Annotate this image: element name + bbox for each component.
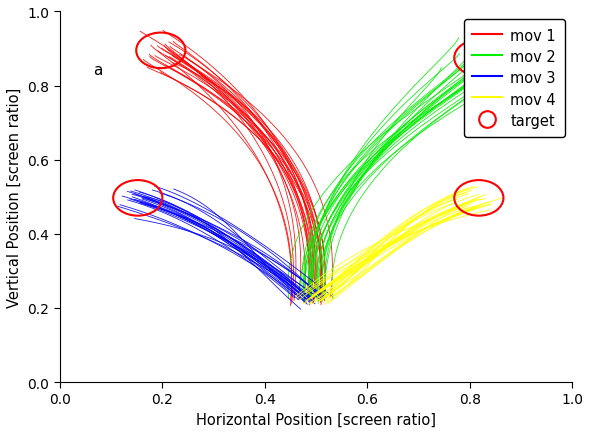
Text: a: a bbox=[93, 63, 103, 78]
Legend: mov 1, mov 2, mov 3, mov 4, target: mov 1, mov 2, mov 3, mov 4, target bbox=[464, 20, 565, 137]
X-axis label: Horizontal Position [screen ratio]: Horizontal Position [screen ratio] bbox=[196, 412, 436, 427]
Y-axis label: Vertical Position [screen ratio]: Vertical Position [screen ratio] bbox=[7, 87, 22, 307]
